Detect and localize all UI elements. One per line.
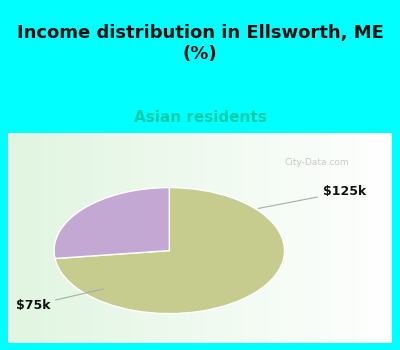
Text: City-Data.com: City-Data.com <box>284 158 349 167</box>
Wedge shape <box>54 188 169 259</box>
Wedge shape <box>55 188 284 314</box>
Text: Income distribution in Ellsworth, ME
(%): Income distribution in Ellsworth, ME (%) <box>16 24 384 63</box>
Text: $125k: $125k <box>258 185 366 208</box>
Text: $75k: $75k <box>16 289 103 312</box>
Text: Asian residents: Asian residents <box>134 110 266 125</box>
